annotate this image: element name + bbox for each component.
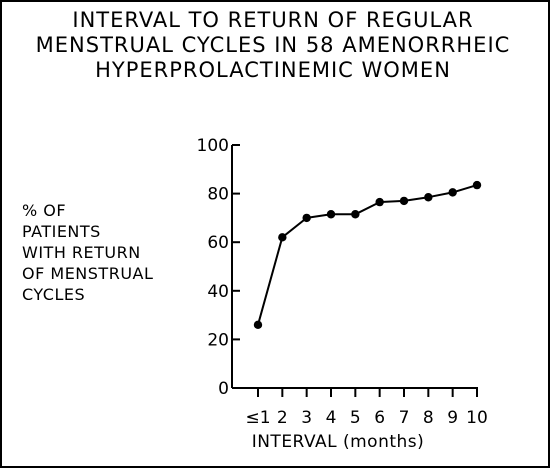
tick-marks: [232, 144, 478, 397]
x-tick-label-10: 10: [466, 408, 488, 428]
data-point-1: [253, 320, 263, 330]
data-point-3: [302, 213, 311, 223]
y-tick-label-0: 0: [218, 379, 229, 399]
data-point-10: [472, 180, 482, 190]
axes: [231, 145, 478, 389]
x-tick-label-6: 6: [374, 408, 385, 428]
y-axis-title-line-5: CYCLES: [22, 285, 86, 304]
x-tick-label-5: 5: [350, 408, 361, 428]
x-tick-label-2: 2: [277, 408, 288, 428]
y-tick-label-80: 80: [207, 185, 229, 205]
y-tick-label-60: 60: [207, 233, 229, 253]
y-axis-title-line-4: OF MENSTRUAL: [22, 264, 154, 283]
data-point-2: [278, 233, 287, 242]
y-axis-title: % OF PATIENTS WITH RETURN OF MENSTRUAL C…: [22, 200, 153, 305]
x-tick-label-4: 4: [326, 408, 337, 428]
chart-title-line-2: MENSTRUAL CYCLES IN 58 AMENORRHEIC: [35, 33, 511, 57]
series-line-1: [257, 184, 478, 326]
y-axis-title-line-3: WITH RETURN: [22, 243, 141, 262]
data-point-5: [351, 210, 360, 219]
y-tick-label-40: 40: [207, 282, 229, 302]
x-axis-title: INTERVAL (months): [252, 432, 425, 452]
data-point-8: [424, 193, 433, 202]
x-tick-label-9: 9: [447, 408, 458, 428]
y-axis-title-line-1: % OF: [22, 201, 67, 220]
x-tick-label-1: ≤1: [245, 408, 270, 428]
chart-title-line-1: INTERVAL TO RETURN OF REGULAR: [72, 8, 474, 32]
data-series: [253, 180, 482, 330]
x-tick-label-8: 8: [423, 408, 434, 428]
data-point-9: [448, 188, 457, 197]
y-tick-label-20: 20: [207, 330, 229, 350]
chart-title-line-3: HYPERPROLACTINEMIC WOMEN: [95, 58, 451, 82]
data-point-7: [399, 196, 409, 206]
tick-labels: 0 20 40 60 80 100 ≤1 2 3 4 5 6 7 8 9 10: [197, 136, 488, 428]
x-tick-label-3: 3: [301, 408, 312, 428]
x-tick-label-7: 7: [399, 408, 410, 428]
data-point-6: [375, 197, 384, 207]
chart-title: INTERVAL TO RETURN OF REGULAR MENSTRUAL …: [0, 8, 546, 83]
y-tick-label-100: 100: [197, 136, 229, 156]
y-axis-title-line-2: PATIENTS: [22, 222, 101, 241]
data-point-4: [326, 210, 336, 219]
